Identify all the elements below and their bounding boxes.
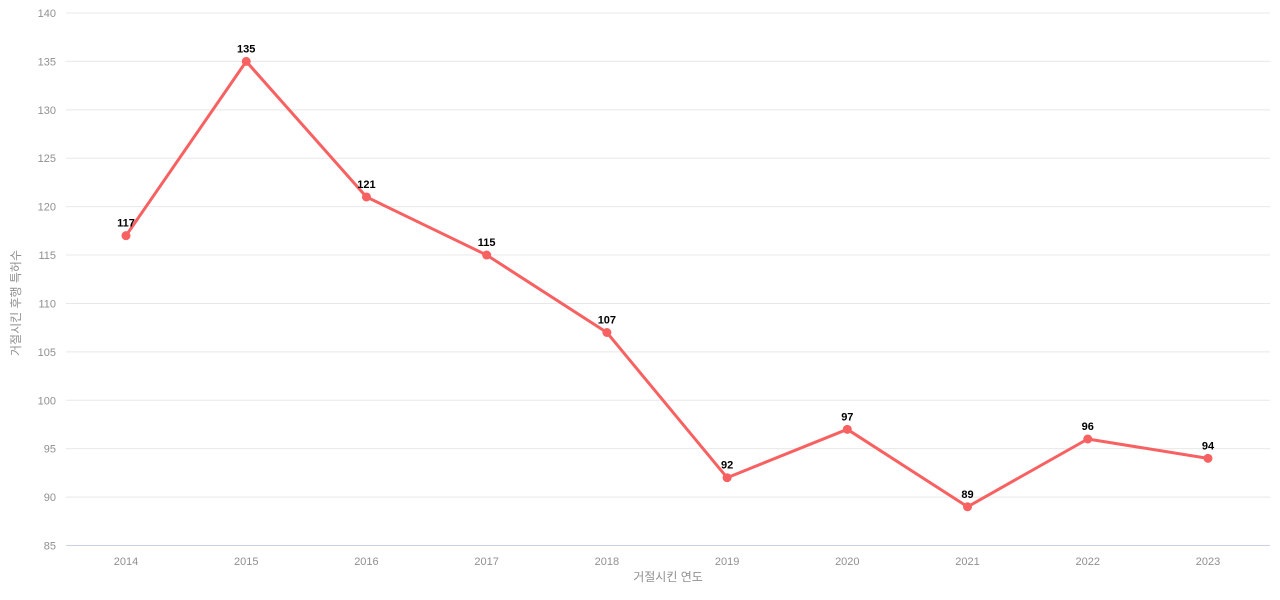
x-tick-label-2014: 2014 [114,556,138,568]
data-label-2023: 94 [1202,440,1215,452]
data-point-2020[interactable] [842,424,852,434]
data-point-2017[interactable] [482,250,492,260]
data-labels: 117 135 121 115 107 92 97 89 96 94 [117,43,1215,500]
y-tick-label-135: 135 [38,56,56,68]
x-axis-title: 거절시킨 연도 [633,570,703,584]
y-tick-label-110: 110 [38,298,56,310]
data-label-2021: 89 [961,489,973,501]
series-group [121,56,1213,512]
y-tick-label-115: 115 [38,250,56,262]
data-point-2014[interactable] [121,231,131,241]
data-label-2014: 117 [117,218,135,230]
y-tick-label-120: 120 [38,202,56,214]
data-label-2019: 92 [721,460,733,472]
y-axis-title: 거절시킨 후행 특허수 [8,250,23,356]
y-tick-label-140: 140 [38,8,56,20]
y-tick-label-125: 125 [38,153,56,165]
data-point-2019[interactable] [722,473,732,483]
x-tick-label-2015: 2015 [234,556,258,568]
x-axis-tick-labels: 2014 2015 2016 2017 2018 2019 2020 2021 2022 2023 [114,556,1220,568]
data-point-2015[interactable] [241,56,251,66]
y-tick-label-95: 95 [44,444,56,456]
y-tick-label-130: 130 [38,105,56,117]
x-tick-label-2016: 2016 [354,556,378,568]
y-axis-tick-labels: 85 90 95 100 105 110 115 120 125 130 135 140 [38,8,56,553]
data-point-2016[interactable] [361,192,371,202]
data-point-2018[interactable] [602,328,612,337]
data-label-2018: 107 [598,315,616,327]
data-label-2015: 135 [237,43,255,55]
series-line [124,59,1210,509]
y-tick-label-105: 105 [38,347,56,359]
y-tick-label-85: 85 [44,541,56,553]
x-tick-label-2021: 2021 [955,556,979,568]
data-label-2022: 96 [1082,421,1094,433]
gridlines [66,12,1270,546]
data-label-2016: 121 [357,179,375,191]
data-point-2022[interactable] [1083,434,1093,444]
x-tick-label-2022: 2022 [1076,556,1100,568]
x-tick-label-2018: 2018 [595,556,619,568]
x-tick-label-2019: 2019 [715,556,739,568]
data-point-2021[interactable] [963,502,973,512]
y-tick-label-100: 100 [38,395,56,407]
y-tick-label-90: 90 [44,492,56,504]
data-label-2017: 115 [478,237,496,249]
x-tick-label-2017: 2017 [474,556,498,568]
data-point-2023[interactable] [1203,453,1213,463]
data-label-2020: 97 [841,411,853,423]
x-tick-label-2023: 2023 [1196,556,1220,568]
x-tick-label-2020: 2020 [835,556,859,568]
